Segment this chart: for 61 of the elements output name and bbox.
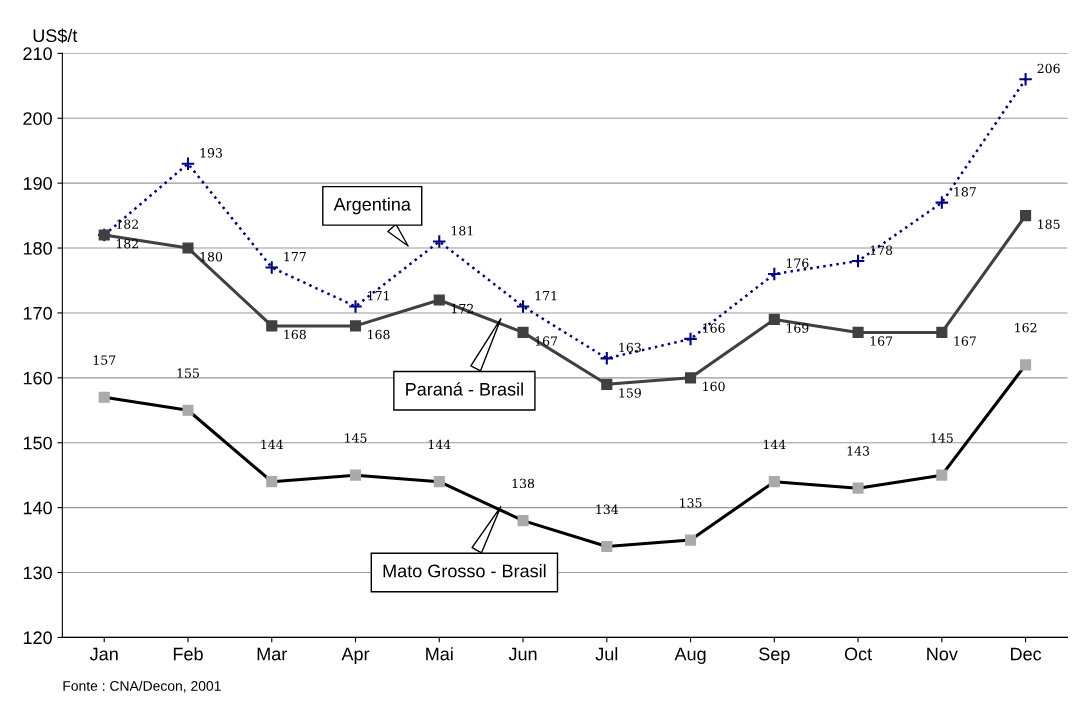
x-tick-label: Mai <box>426 647 453 661</box>
data-label: 157 <box>93 355 116 365</box>
data-label: 178 <box>870 245 893 255</box>
data-label: 171 <box>368 290 389 301</box>
y-axis-title: US$/t <box>33 28 78 44</box>
data-label: 135 <box>680 498 702 508</box>
data-label: 167 <box>870 336 893 346</box>
data-label: 167 <box>954 336 976 346</box>
data-label: 168 <box>368 329 390 340</box>
data-label: 145 <box>345 433 367 443</box>
x-tick-label: Jan <box>89 647 118 661</box>
data-label: 138 <box>512 478 535 489</box>
x-tick-label: Dec <box>1011 647 1042 661</box>
y-tick-label: 180 <box>23 241 52 255</box>
y-tick-label: 170 <box>23 306 52 320</box>
y-tick-label: 190 <box>23 177 52 190</box>
x-tick-label: Feb <box>173 647 203 661</box>
data-label: 159 <box>619 388 641 398</box>
x-tick-label: Jun <box>508 647 537 661</box>
data-label: 187 <box>954 187 976 197</box>
data-label: 155 <box>177 368 199 378</box>
data-label: 144 <box>428 439 451 449</box>
data-label: 134 <box>596 504 619 515</box>
data-label: 168 <box>284 329 306 340</box>
data-label: 193 <box>200 148 223 158</box>
data-label: 206 <box>1037 63 1060 74</box>
data-label: 145 <box>931 433 953 443</box>
data-label: 177 <box>284 251 306 262</box>
y-tick-label: 150 <box>23 436 52 450</box>
x-tick-label: Apr <box>341 647 370 664</box>
x-tick-label: Jul <box>595 647 618 661</box>
y-tick-label: 210 <box>23 47 52 61</box>
y-tick-label: 160 <box>23 371 52 385</box>
data-label: 181 <box>451 226 473 236</box>
data-label: 169 <box>786 323 809 333</box>
data-label: 182 <box>116 219 138 229</box>
y-tick-label: 120 <box>23 631 52 645</box>
text: Paraná - Brasil <box>406 382 523 396</box>
data-label: 182 <box>116 238 138 249</box>
x-tick-label: Nov <box>927 647 958 661</box>
data-label: 160 <box>703 381 725 392</box>
x-tick-label: Oct <box>844 647 872 661</box>
x-tick-label: Mar <box>257 647 287 661</box>
x-tick-label: Sep <box>759 647 790 664</box>
data-label: 162 <box>1015 322 1037 333</box>
data-label: 143 <box>847 446 870 456</box>
data-label: 185 <box>1038 219 1060 229</box>
y-tick-label: 200 <box>23 112 52 125</box>
data-label: 144 <box>763 439 786 449</box>
data-label: 176 <box>786 258 809 268</box>
data-label: 144 <box>261 439 284 449</box>
data-label: 171 <box>535 290 557 301</box>
source-note: Fonte : CNA/Decon, 2001 <box>63 680 221 693</box>
y-tick-label: 130 <box>23 566 52 580</box>
data-label: 166 <box>703 323 725 333</box>
data-label: 180 <box>200 251 223 262</box>
y-tick-label: 140 <box>23 501 52 515</box>
series-label: Mato Grosso - Brasil <box>383 564 546 578</box>
series-label: Argentina <box>333 197 411 215</box>
data-label: 163 <box>619 342 641 353</box>
x-tick-label: Aug <box>674 647 706 664</box>
